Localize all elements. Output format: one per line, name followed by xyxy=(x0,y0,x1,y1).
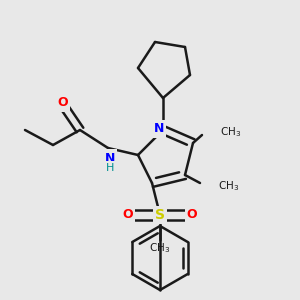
Text: O: O xyxy=(123,208,133,221)
Text: CH$_3$: CH$_3$ xyxy=(149,241,171,255)
Text: CH$_3$: CH$_3$ xyxy=(220,125,241,139)
Text: O: O xyxy=(187,208,197,221)
Text: H: H xyxy=(106,163,114,173)
Text: N: N xyxy=(154,122,164,136)
Text: S: S xyxy=(155,208,165,222)
Text: N: N xyxy=(105,152,115,164)
Text: O: O xyxy=(58,97,68,110)
Text: CH$_3$: CH$_3$ xyxy=(218,179,239,193)
